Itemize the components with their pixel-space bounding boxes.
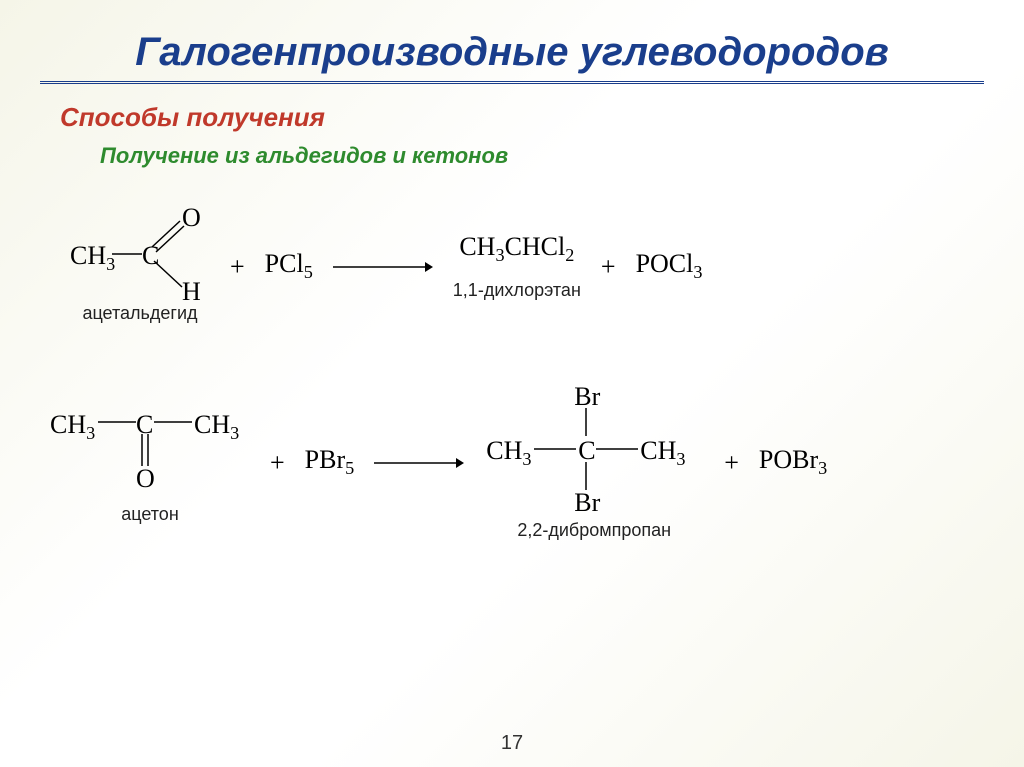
dibromopropane-molecule: CH3 C CH3 Br Br 2,2-дибромпропан [484, 384, 704, 541]
acet-o: O [182, 203, 201, 233]
pcl5: PCl5 [265, 249, 313, 283]
acetone-molecule: CH3 C CH3 O ацетон [50, 400, 250, 525]
acetone-c: C [136, 410, 153, 440]
dibrom-br-top: Br [574, 382, 600, 412]
pbr5: PBr5 [305, 445, 355, 479]
acet-h: H [182, 277, 201, 307]
reaction-1: CH3 C O H ацетальдегид + PCl5 CH3CHCl2 1… [70, 209, 984, 324]
reaction-2: CH3 C CH3 O ацетон + PBr5 [50, 384, 984, 541]
dibrom-ch3-right: CH3 [640, 436, 685, 470]
plus-1a: + [230, 252, 245, 282]
dichloroethane-formula: CH3CHCl2 [459, 232, 574, 266]
pobr3: POBr3 [759, 445, 827, 479]
dichloroethane-molecule: CH3CHCl2 1,1-дихлорэтан [453, 232, 581, 301]
acetone-o: O [136, 464, 155, 494]
acetone-ch3-right: CH3 [194, 410, 239, 444]
acetaldehyde-label: ацетальдегид [82, 303, 197, 324]
acetone-ch3-left: CH3 [50, 410, 95, 444]
subtitle: Способы получения [60, 102, 984, 133]
acetone-label: ацетон [121, 504, 179, 525]
acetaldehyde-molecule: CH3 C O H ацетальдегид [70, 209, 210, 324]
plus-2a: + [270, 448, 285, 478]
dibrom-c: C [578, 436, 595, 466]
plus-2b: + [724, 448, 739, 478]
acet-c: C [142, 241, 159, 271]
arrow-2 [374, 453, 464, 473]
dibromopropane-label: 2,2-дибромпропан [517, 520, 671, 541]
subsubtitle: Получение из альдегидов и кетонов [100, 143, 984, 169]
dibrom-ch3-left: CH3 [486, 436, 531, 470]
title-divider [40, 81, 984, 84]
dibrom-br-bottom: Br [574, 488, 600, 518]
dichloroethane-label: 1,1-дихлорэтан [453, 280, 581, 301]
pocl3: POCl3 [636, 249, 703, 283]
plus-1b: + [601, 252, 616, 282]
arrow-1 [333, 257, 433, 277]
acet-ch3: CH3 [70, 241, 115, 275]
slide-title: Галогенпроизводные углеводородов [40, 30, 984, 75]
page-number: 17 [501, 732, 523, 755]
